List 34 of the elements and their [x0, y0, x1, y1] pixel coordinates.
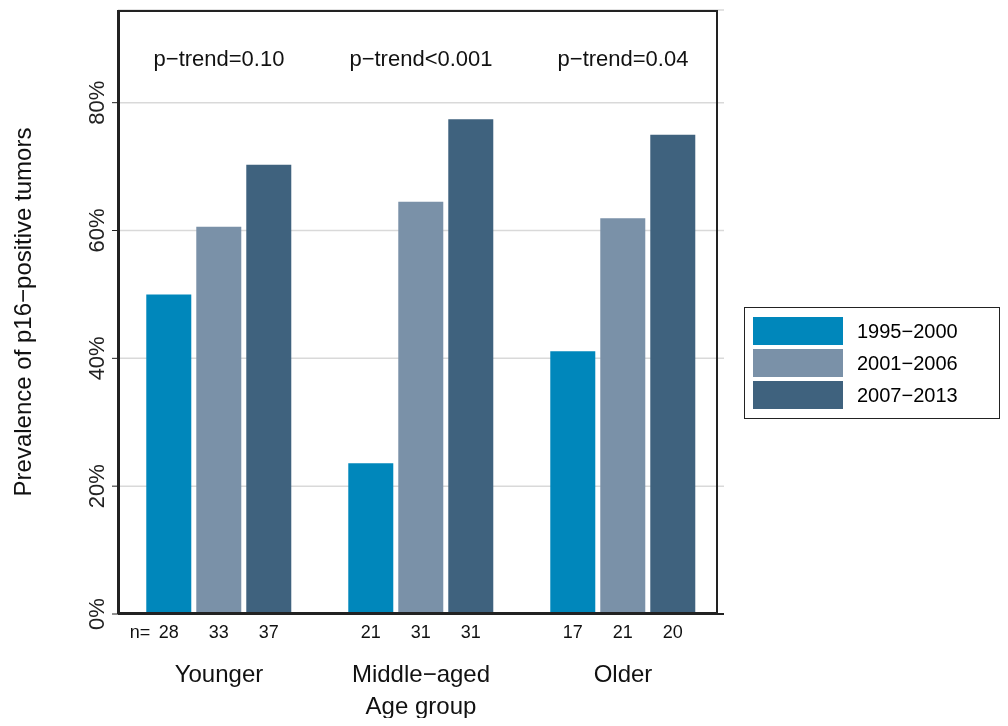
legend-label: 2001−2006	[857, 351, 958, 375]
text: 37	[258, 622, 279, 642]
text: 21	[360, 622, 381, 642]
text: 20	[662, 622, 683, 642]
bar	[550, 351, 596, 614]
text: 33	[208, 622, 229, 642]
text: n=	[129, 622, 151, 642]
x-tick-label: Middle−aged	[351, 660, 491, 687]
x-tick-label: Younger	[174, 660, 264, 687]
text: 31	[460, 622, 481, 642]
text: 28	[158, 622, 179, 642]
bar	[146, 294, 192, 614]
bar	[398, 201, 444, 614]
text: 21	[612, 622, 633, 642]
y-tick-label: 80%	[84, 80, 109, 125]
bar	[600, 218, 646, 614]
bar	[246, 164, 292, 614]
legend-label: 2007−2013	[857, 383, 958, 407]
legend-label: 1995−2000	[857, 319, 958, 343]
y-tick-label: 40%	[84, 336, 109, 381]
text: 17	[562, 622, 583, 642]
y-tick-label: 20%	[84, 464, 109, 509]
bar	[448, 119, 494, 614]
y-tick-label: 0%	[84, 598, 109, 630]
bar	[348, 463, 394, 614]
y-tick-label: 60%	[84, 208, 109, 253]
y-axis-title: Prevalence of p16−positive tumors	[8, 127, 36, 497]
bar	[196, 226, 242, 614]
annotation: p−trend=0.04	[557, 46, 689, 72]
annotation: p−trend=0.10	[153, 46, 285, 72]
bar	[650, 134, 696, 614]
text: 31	[410, 622, 431, 642]
annotation: p−trend<0.001	[349, 46, 493, 72]
x-tick-label: Older	[593, 660, 653, 687]
